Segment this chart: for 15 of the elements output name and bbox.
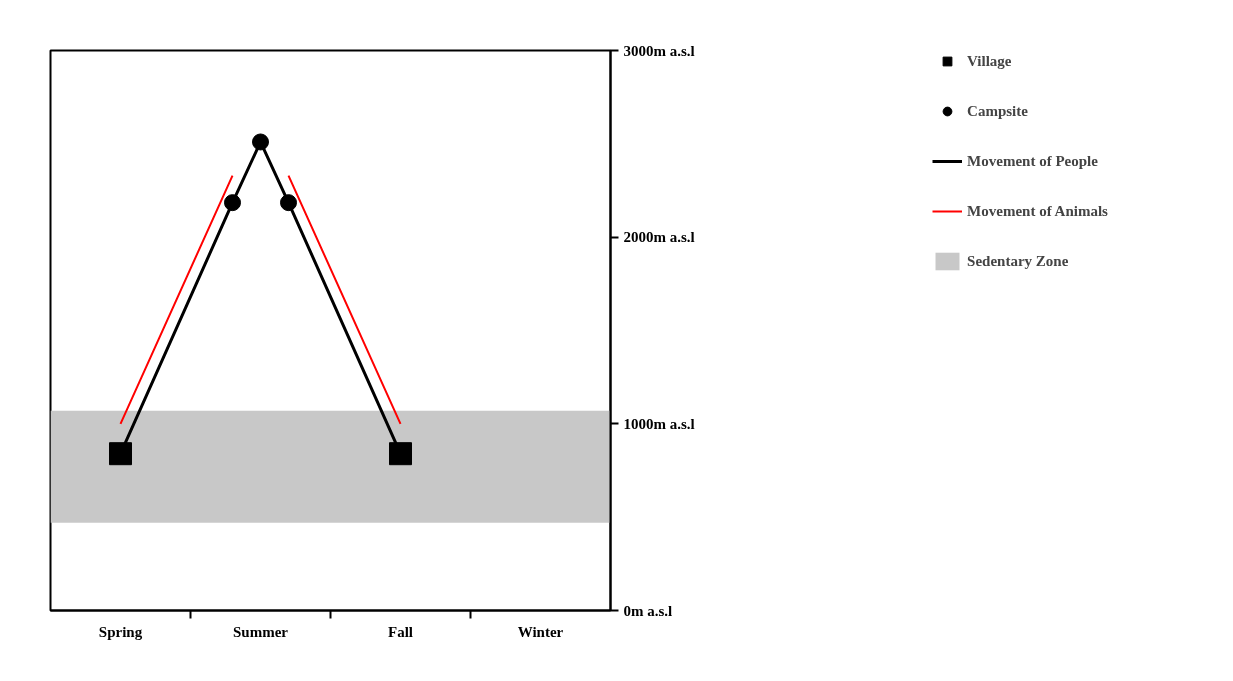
y-tick-label: 2000m a.s.l bbox=[623, 229, 695, 246]
legend-label: Sedentary Zone bbox=[967, 252, 1069, 270]
legend-label: Campsite bbox=[967, 102, 1028, 120]
point bbox=[109, 442, 132, 466]
x-tick-label: Winter bbox=[517, 623, 564, 640]
x-tick-label: Summer bbox=[233, 623, 289, 640]
point bbox=[389, 442, 412, 466]
x-tick-label: Fall bbox=[388, 623, 413, 640]
y-tick-label: 3000m a.s.l bbox=[623, 42, 695, 59]
x-tick-label: Spring bbox=[98, 623, 143, 640]
y-tick-label: 0m a.s.l bbox=[623, 602, 673, 619]
y-tick-label: 1000m a.s.l bbox=[623, 415, 695, 432]
legend-label: Movement of People bbox=[967, 152, 1098, 170]
legend-label: Movement of Animals bbox=[967, 202, 1108, 220]
legend-label: Village bbox=[967, 52, 1012, 70]
